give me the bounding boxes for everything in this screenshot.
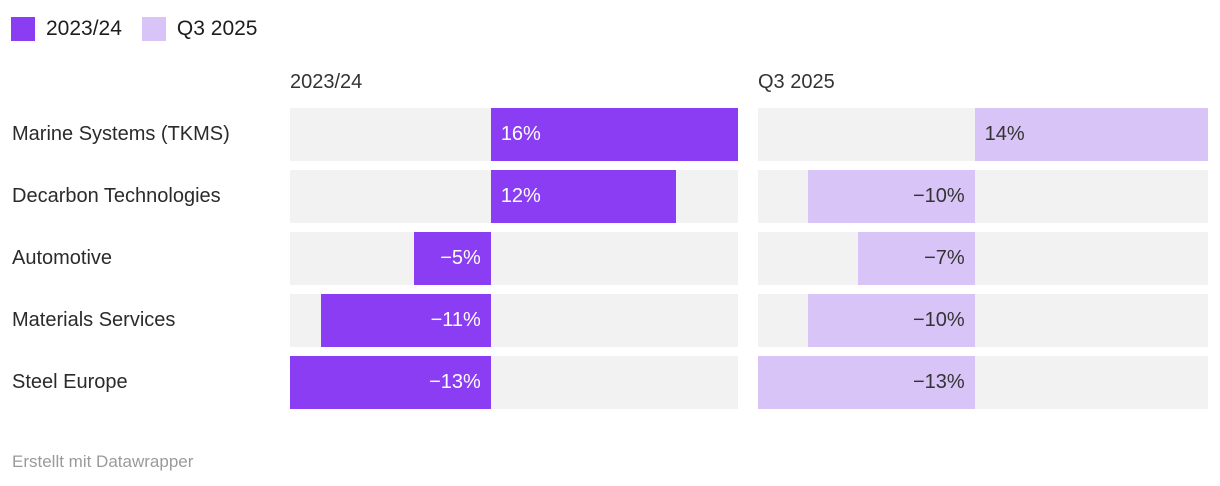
bar-track: −13%: [758, 356, 1208, 409]
bar-value-label: 14%: [984, 123, 1025, 145]
bar: [490, 170, 677, 223]
legend-item-2023-24: 2023/24: [11, 16, 122, 42]
legend: 2023/24 Q3 2025: [11, 16, 258, 42]
bar-track: −13%: [290, 356, 738, 409]
legend-item-q3-2025: Q3 2025: [141, 16, 258, 42]
bar: [808, 170, 975, 223]
bar-value-label: −7%: [924, 247, 965, 269]
bar-value-label: −10%: [912, 309, 965, 331]
bar-value-label: −13%: [912, 371, 965, 393]
bar-value-label: −10%: [912, 185, 965, 207]
column-header-q3-2025: Q3 2025: [758, 71, 835, 93]
bar-track: 12%: [290, 170, 738, 223]
attribution-text: Erstellt mit Datawrapper: [12, 452, 194, 471]
row-label: Marine Systems (TKMS): [12, 123, 230, 145]
row-label: Automotive: [12, 247, 113, 269]
bar-value-label: 16%: [500, 123, 541, 145]
row-label: Materials Services: [12, 309, 176, 331]
bar-value-label: −13%: [429, 371, 481, 393]
bar-track: −10%: [758, 170, 1208, 223]
bar: [808, 294, 975, 347]
bar: [974, 108, 1208, 161]
bar-value-label: −5%: [440, 247, 481, 269]
legend-label-2023-24: 2023/24: [46, 17, 122, 40]
bar-value-label: 12%: [500, 185, 541, 207]
column-header-2023-24: 2023/24: [290, 71, 363, 93]
bar: [758, 356, 975, 409]
bar-track: −11%: [290, 294, 738, 347]
bar: [320, 294, 491, 347]
legend-label-q3-2025: Q3 2025: [176, 17, 258, 40]
row-label: Decarbon Technologies: [12, 185, 221, 207]
bar-track: 14%: [758, 108, 1208, 161]
bar-track: −10%: [758, 294, 1208, 347]
bar: [858, 232, 975, 285]
bar: [490, 108, 738, 161]
row-label: Steel Europe: [12, 371, 128, 393]
bar-track: 16%: [290, 108, 738, 161]
bar-value-label: −11%: [430, 309, 481, 331]
bar: [290, 356, 491, 409]
legend-swatch-2023-24: [11, 17, 35, 41]
bar-track: −5%: [290, 232, 738, 285]
bar-track: −7%: [758, 232, 1208, 285]
bar: [413, 232, 491, 285]
legend-swatch-q3-2025: [141, 17, 166, 41]
